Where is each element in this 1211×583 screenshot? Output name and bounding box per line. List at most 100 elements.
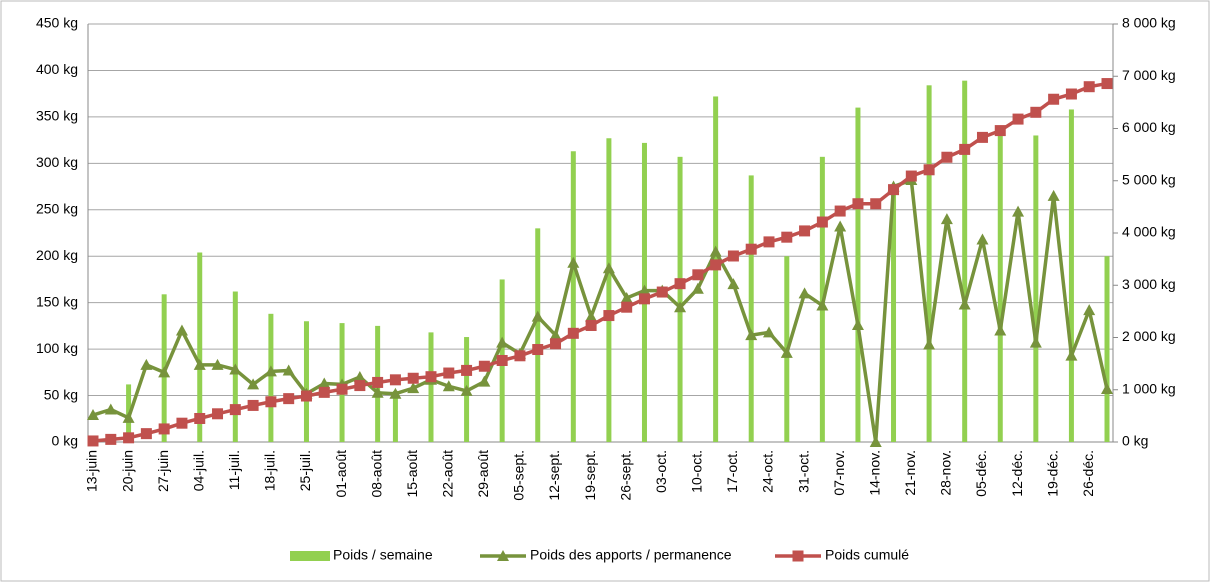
marker [692, 269, 704, 281]
x-tick-label: 24-oct. [760, 450, 776, 493]
marker [691, 282, 704, 294]
y2-tick-label: 2 000 kg [1122, 328, 1176, 344]
x-tick-label: 27-juin [155, 450, 171, 492]
marker [923, 164, 935, 176]
y-tick-label: 100 kg [36, 340, 78, 356]
marker [780, 346, 793, 358]
marker [550, 338, 562, 350]
marker [834, 205, 846, 217]
marker [283, 393, 295, 405]
y2-tick-label: 0 kg [1122, 433, 1148, 449]
x-tick-label: 14-nov. [866, 450, 882, 496]
x-tick-label: 18-juil. [262, 450, 278, 491]
bar [570, 151, 576, 442]
marker [656, 286, 668, 298]
y-tick-label: 50 kg [44, 386, 78, 402]
legend-marker [792, 550, 804, 562]
marker [1012, 205, 1025, 217]
y-tick-label: 450 kg [36, 15, 78, 31]
marker [869, 436, 882, 447]
marker [727, 250, 739, 262]
marker [1012, 113, 1024, 125]
marker [585, 310, 598, 322]
x-tick-label: 15-août [404, 450, 420, 498]
bar [1033, 135, 1039, 442]
legend-label: Poids des apports / permanence [530, 547, 732, 563]
legend-item: Poids / semaine [290, 547, 433, 563]
marker [87, 409, 99, 421]
y-tick-label: 150 kg [36, 293, 78, 309]
y-tick-label: 300 kg [36, 154, 78, 170]
marker [1101, 383, 1113, 395]
marker [389, 374, 401, 386]
x-tick-label: 22-août [439, 450, 455, 498]
x-tick-label: 03-oct. [653, 450, 669, 493]
bar [392, 390, 398, 442]
marker [122, 411, 135, 423]
marker [1065, 88, 1077, 100]
y-tick-label: 200 kg [36, 247, 78, 263]
marker [282, 364, 295, 376]
marker [941, 151, 953, 163]
x-tick-label: 12-sept. [546, 450, 562, 501]
x-tick-label: 19-sept. [582, 450, 598, 501]
bar [197, 252, 203, 442]
marker [1083, 304, 1096, 316]
marker [354, 380, 366, 392]
x-tick-label: 13-juin [84, 450, 100, 492]
marker [602, 262, 615, 274]
marker [603, 310, 615, 322]
bar [303, 321, 309, 442]
legend-marker [497, 550, 509, 561]
x-tick-label: 12-déc. [1009, 450, 1025, 497]
marker [905, 170, 917, 182]
marker [176, 417, 188, 429]
y2-tick-label: 4 000 kg [1122, 224, 1176, 240]
bar [855, 107, 861, 442]
marker [229, 363, 242, 375]
marker [478, 375, 491, 387]
x-tick-label: 17-oct. [724, 450, 740, 493]
marker [407, 372, 419, 384]
marker [211, 358, 224, 370]
bar [677, 156, 683, 442]
bar [606, 138, 612, 442]
y-tick-label: 400 kg [36, 61, 78, 77]
marker [638, 293, 650, 305]
marker [976, 131, 988, 143]
bar [891, 186, 897, 442]
x-tick-label: 10-oct. [689, 450, 705, 493]
marker [353, 370, 366, 382]
marker [229, 404, 241, 416]
marker [745, 243, 757, 255]
marker [727, 278, 740, 290]
bar [1104, 256, 1110, 442]
x-tick-label: 31-oct. [795, 450, 811, 493]
bar [535, 228, 541, 442]
marker [175, 324, 188, 336]
marker [851, 318, 864, 330]
marker [816, 299, 829, 311]
x-tick-label: 21-nov. [902, 450, 918, 496]
marker [194, 412, 206, 424]
marker [674, 301, 687, 313]
marker [265, 396, 277, 408]
marker [300, 390, 312, 402]
y-tick-label: 0 kg [52, 433, 78, 449]
marker [799, 225, 811, 237]
marker [443, 367, 455, 379]
marker [264, 365, 277, 377]
x-tick-label: 29-août [475, 450, 491, 498]
legend-label: Poids cumulé [825, 547, 909, 563]
marker [888, 184, 900, 196]
legend-item: Poids des apports / permanence [480, 547, 732, 563]
x-tick-label: 19-déc. [1044, 450, 1060, 497]
marker [460, 384, 473, 396]
marker [105, 433, 117, 445]
marker [496, 336, 509, 348]
marker [781, 231, 793, 243]
x-tick-label: 04-juil. [190, 450, 206, 491]
marker [585, 319, 597, 331]
marker [1030, 106, 1042, 118]
